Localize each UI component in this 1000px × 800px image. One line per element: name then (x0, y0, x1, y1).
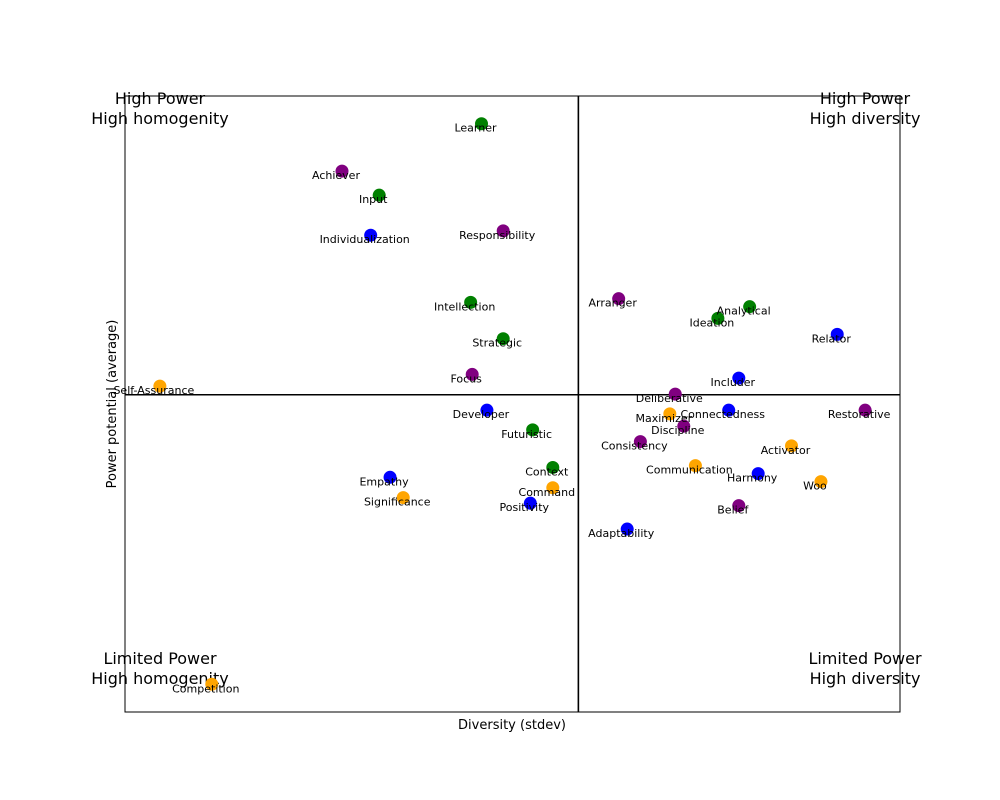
data-label-focus: Focus (450, 372, 482, 385)
data-point-ideation (711, 311, 725, 325)
data-label-command: Command (519, 486, 576, 499)
y-axis-label: Power potential (average) (105, 320, 120, 489)
data-label-competition: Competition (172, 682, 239, 695)
data-point-competition (205, 677, 219, 691)
data-label-context: Context (525, 465, 569, 478)
data-label-consistency: Consistency (601, 440, 668, 453)
data-label-restorative: Restorative (828, 408, 891, 421)
data-label-empathy: Empathy (359, 475, 409, 488)
quadrant-title-top-left-line-1: High Power (115, 89, 206, 108)
quadrant-title-bottom-left-line-1: Limited Power (103, 649, 217, 668)
data-point-relator (830, 327, 844, 341)
data-point-strategic (496, 332, 510, 346)
data-point-context (546, 460, 560, 474)
data-label-belief: Belief (717, 504, 749, 517)
data-point-responsibility (496, 224, 510, 238)
data-label-achiever: Achiever (312, 169, 360, 182)
data-label-woo: Woo (803, 480, 827, 493)
data-point-analytical (743, 300, 757, 314)
data-point-communication (688, 459, 702, 473)
data-point-intellection (464, 295, 478, 309)
data-point-activator (785, 439, 798, 453)
quadrant-title-bottom-right-line-1: Limited Power (808, 649, 922, 668)
data-label-maximizer: Maximizer (636, 412, 693, 425)
data-label-harmony: Harmony (727, 472, 778, 485)
data-point-adaptability (620, 522, 634, 536)
data-label-self-assurance: Self-Assurance (113, 384, 194, 397)
data-label-responsibility: Responsibility (459, 229, 536, 242)
data-label-includer: Includer (711, 376, 756, 389)
quadrant-title-top-left-line-2: High homogenity (91, 109, 229, 128)
data-point-includer (732, 371, 746, 385)
data-point-restorative (858, 403, 872, 417)
data-label-deliberative: Deliberative (636, 392, 703, 405)
data-point-consistency (633, 435, 647, 449)
quadrant-title-bottom-right-line-2: High diversity (810, 669, 921, 688)
data-point-harmony (751, 467, 765, 481)
data-label-significance: Significance (364, 496, 431, 509)
data-label-futuristic: Futuristic (501, 428, 552, 441)
data-label-strategic: Strategic (472, 337, 522, 350)
data-point-connectedness (722, 403, 736, 417)
data-point-arranger (612, 292, 626, 306)
data-label-relator: Relator (812, 332, 852, 345)
data-point-individualization (364, 228, 378, 242)
data-point-developer (480, 403, 494, 417)
data-point-input (372, 188, 386, 202)
data-point-significance (396, 491, 410, 505)
x-axis-label: Diversity (stdev) (458, 718, 566, 733)
data-label-developer: Developer (453, 408, 510, 421)
data-points (153, 117, 872, 691)
data-label-intellection: Intellection (434, 300, 495, 313)
quadrant-title-top-right-line-2: High diversity (810, 109, 921, 128)
data-point-deliberative (668, 387, 682, 401)
data-label-learner: Learner (454, 122, 497, 135)
data-point-belief (732, 499, 746, 513)
data-point-empathy (383, 470, 397, 484)
point-labels: Learner Achiever Input Individualization Res… (113, 122, 890, 696)
data-label-communication: Communication (646, 464, 733, 477)
data-label-arranger: Arranger (588, 297, 637, 310)
data-label-positivity: Positivity (500, 501, 550, 514)
data-point-discipline (677, 419, 691, 433)
quadrant-title-top-right-line-1: High Power (820, 89, 911, 108)
data-point-command (546, 481, 560, 495)
data-point-focus (465, 367, 479, 381)
data-label-adaptability: Adaptability (588, 527, 655, 540)
data-point-futuristic (526, 423, 540, 437)
data-point-woo (814, 475, 828, 489)
data-label-ideation: Ideation (689, 316, 734, 329)
data-label-activator: Activator (761, 444, 811, 457)
data-label-discipline: Discipline (651, 424, 704, 437)
data-point-achiever (335, 164, 349, 178)
data-label-connectedness: Connectedness (681, 408, 766, 421)
data-point-self-assurance (153, 379, 167, 393)
data-point-learner (475, 117, 488, 131)
data-label-analytical: Analytical (717, 305, 771, 318)
data-point-maximizer (663, 407, 677, 421)
data-point-positivity (523, 496, 537, 510)
data-label-input: Input (359, 193, 388, 206)
plot-frame (124, 95, 901, 713)
data-label-individualization: Individualization (320, 233, 410, 246)
quadrant-title-bottom-left-line-2: High homogenity (91, 669, 229, 688)
